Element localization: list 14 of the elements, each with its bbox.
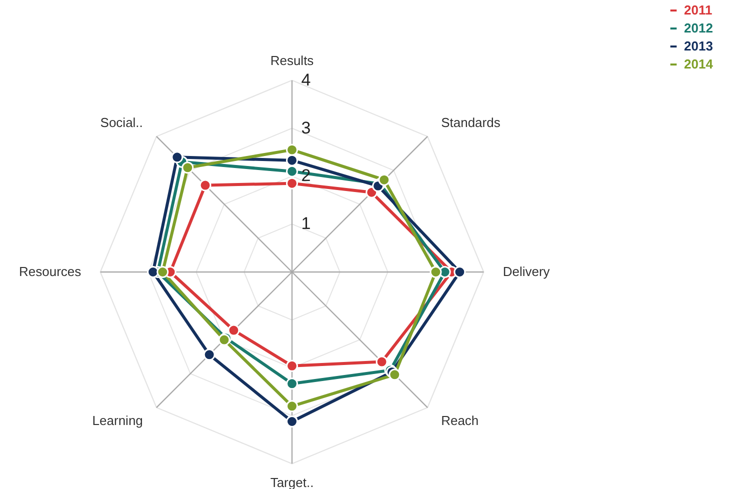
- spoke-label: Social..: [100, 114, 143, 130]
- spoke-label: Learning: [92, 413, 143, 428]
- legend-label: 2014: [684, 56, 714, 72]
- legend-label: 2012: [684, 20, 713, 36]
- spoke-label: Standards: [441, 114, 501, 130]
- spoke-label: Resources: [19, 264, 82, 279]
- y-tick-label: 4: [301, 70, 311, 90]
- legend-label: 2013: [684, 38, 713, 54]
- spoke-label: Reach: [441, 413, 479, 428]
- spoke-label: Delivery: [502, 264, 550, 279]
- legend-label: 2011: [684, 2, 712, 18]
- y-tick-label: 1: [301, 214, 311, 234]
- y-tick-label: 3: [301, 118, 311, 138]
- spoke-label: Results: [270, 53, 314, 68]
